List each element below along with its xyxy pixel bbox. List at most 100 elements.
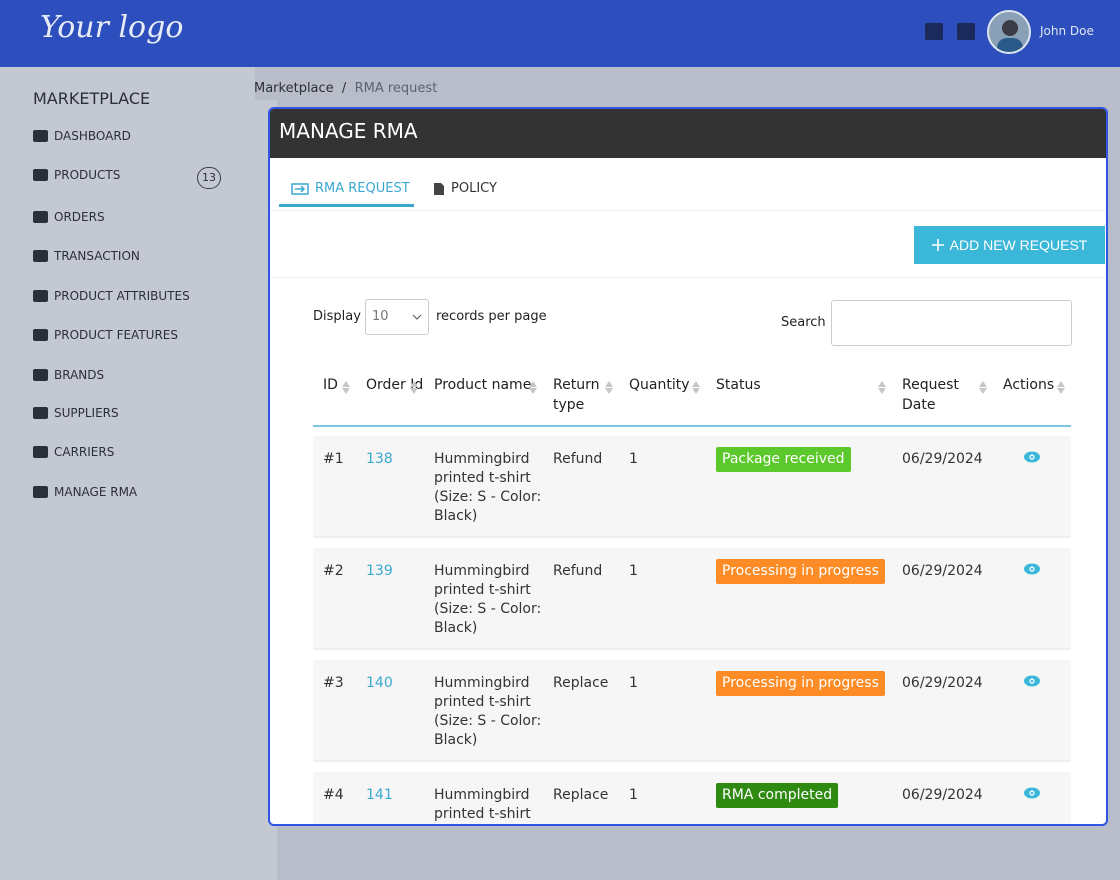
cell-text: #2 xyxy=(323,563,344,579)
top-bar: Your logo John Doe xyxy=(0,0,1120,67)
column-header[interactable]: Request Date xyxy=(892,364,993,425)
sidebar-item[interactable]: DASHBOARD xyxy=(33,129,131,143)
table-cell: Package received xyxy=(706,436,892,536)
column-header[interactable]: Order Id xyxy=(356,364,424,425)
sidebar-item[interactable]: SUPPLIERS xyxy=(33,406,119,420)
cell-text: 1 xyxy=(629,675,638,691)
table-cell: RMA completed xyxy=(706,772,892,824)
item-label: BRANDS xyxy=(54,368,105,382)
per-page-select[interactable]: 10 xyxy=(365,299,429,335)
table-row: #4 141 Hummingbird printed t-shirt (Size: … xyxy=(313,772,1071,824)
panel-title: MANAGE RMA xyxy=(270,109,1106,158)
tab-underline xyxy=(279,204,414,207)
sidebar-item[interactable]: MANAGE RMA xyxy=(33,485,137,499)
avatar[interactable] xyxy=(987,10,1031,54)
table-cell: 1 xyxy=(619,436,706,536)
table-cell: #1 xyxy=(313,436,356,536)
cell-text: 1 xyxy=(629,787,638,803)
table-cell: Replace xyxy=(543,660,619,760)
cell-text: Hummingbird printed t-shirt (Size: S - C… xyxy=(434,563,542,636)
cell-text: Hummingbird printed t-shirt (Size: S - C… xyxy=(434,675,542,748)
table-cell: 139 xyxy=(356,548,424,648)
logo[interactable]: Your logo xyxy=(40,10,184,45)
order-link[interactable]: 138 xyxy=(366,451,393,467)
sidebar: MARKETPLACE DASHBOARD PRODUCTS ORDERS TRANS… xyxy=(0,67,255,880)
order-link[interactable]: 140 xyxy=(366,675,393,691)
cell-text: #3 xyxy=(323,675,344,691)
column-header[interactable]: Quantity xyxy=(619,364,706,425)
cell-text: Hummingbird printed t-shirt (Size: S - C… xyxy=(434,787,531,822)
view-icon[interactable] xyxy=(1023,563,1041,575)
status-badge: Processing in progress xyxy=(716,559,885,584)
table-cell: 06/29/2024 xyxy=(892,436,993,536)
item-label: TRANSACTION xyxy=(54,249,140,263)
cell-text: 06/29/2024 xyxy=(902,787,983,803)
sidebar-item[interactable]: BRANDS xyxy=(33,368,104,382)
user-name[interactable]: John Doe xyxy=(1040,24,1094,38)
column-header[interactable]: Actions xyxy=(993,364,1071,425)
sidebar-item[interactable]: CARRIERS xyxy=(33,445,114,459)
table-cell: 06/29/2024 xyxy=(892,548,993,648)
item-icon xyxy=(33,407,48,419)
breadcrumb: Marketplace / RMA request xyxy=(254,81,438,96)
sidebar-item[interactable]: PRODUCTS xyxy=(33,168,120,182)
table-cell: 1 xyxy=(619,660,706,760)
item-label: SUPPLIERS xyxy=(54,406,119,420)
sidebar-item[interactable]: ORDERS xyxy=(33,210,105,224)
sidebar-item[interactable]: PRODUCT FEATURES xyxy=(33,328,178,342)
cell-text: Refund xyxy=(553,563,603,579)
cell-text: 06/29/2024 xyxy=(902,675,983,691)
table-cell xyxy=(993,548,1071,648)
add-button[interactable]: ADD NEW REQUEST xyxy=(914,226,1105,264)
contact-icon[interactable] xyxy=(925,23,943,40)
item-label: MANAGE RMA xyxy=(54,485,138,499)
column-header[interactable]: Return type xyxy=(543,364,619,425)
table-cell: 06/29/2024 xyxy=(892,772,993,824)
crumb-current: RMA request xyxy=(354,81,438,96)
table-cell: Hummingbird printed t-shirt (Size: S - C… xyxy=(424,660,543,760)
item-icon xyxy=(33,250,48,262)
table-cell: Refund xyxy=(543,436,619,536)
search-input[interactable] xyxy=(831,300,1072,346)
item-icon xyxy=(33,169,48,181)
table-cell xyxy=(993,772,1071,824)
view-icon[interactable] xyxy=(1023,787,1041,799)
table-cell: Hummingbird printed t-shirt (Size: S - C… xyxy=(424,772,543,824)
button-label: ADD NEW REQUEST xyxy=(949,237,1088,253)
cell-text: Replace xyxy=(553,675,609,691)
cell-text: 06/29/2024 xyxy=(902,451,983,467)
table-cell: 140 xyxy=(356,660,424,760)
view-icon[interactable] xyxy=(1023,675,1041,687)
column-header[interactable]: Product name xyxy=(424,364,543,425)
cell-text: 06/29/2024 xyxy=(902,563,983,579)
table-cell: 141 xyxy=(356,772,424,824)
item-icon xyxy=(33,130,48,142)
order-link[interactable]: 141 xyxy=(366,787,393,803)
search-label: Search xyxy=(781,315,826,330)
table-cell: 06/29/2024 xyxy=(892,660,993,760)
item-icon xyxy=(33,290,48,302)
table-body: #1 138 Hummingbird printed t-shirt (Size: … xyxy=(313,436,1071,824)
cell-text: #1 xyxy=(323,451,344,467)
table-cell: #3 xyxy=(313,660,356,760)
item-label: PRODUCT ATTRIBUTES xyxy=(54,289,190,303)
tab[interactable]: POLICY xyxy=(433,181,497,196)
status-badge: RMA completed xyxy=(716,783,839,808)
sidebar-item[interactable]: PRODUCT ATTRIBUTES xyxy=(33,289,190,303)
column-header[interactable]: Status xyxy=(706,364,892,425)
table-cell: 138 xyxy=(356,436,424,536)
sidebar-title: MARKETPLACE xyxy=(33,89,151,108)
store-icon[interactable] xyxy=(957,23,975,40)
tabs: RMA REQUEST POLICY xyxy=(270,158,1106,211)
sidebar-item[interactable]: TRANSACTION xyxy=(33,249,140,263)
order-link[interactable]: 139 xyxy=(366,563,393,579)
rma-panel: MANAGE RMA RMA REQUEST POLICY ADD NEW RE… xyxy=(268,107,1108,826)
separator xyxy=(270,277,1106,278)
tab[interactable]: RMA REQUEST xyxy=(291,181,410,196)
column-header[interactable]: ID xyxy=(313,364,356,425)
crumb-link[interactable]: Marketplace xyxy=(254,81,334,96)
display-label: Display xyxy=(313,309,361,324)
view-icon[interactable] xyxy=(1023,451,1041,463)
table-row: #2 139 Hummingbird printed t-shirt (Size: … xyxy=(313,548,1071,650)
